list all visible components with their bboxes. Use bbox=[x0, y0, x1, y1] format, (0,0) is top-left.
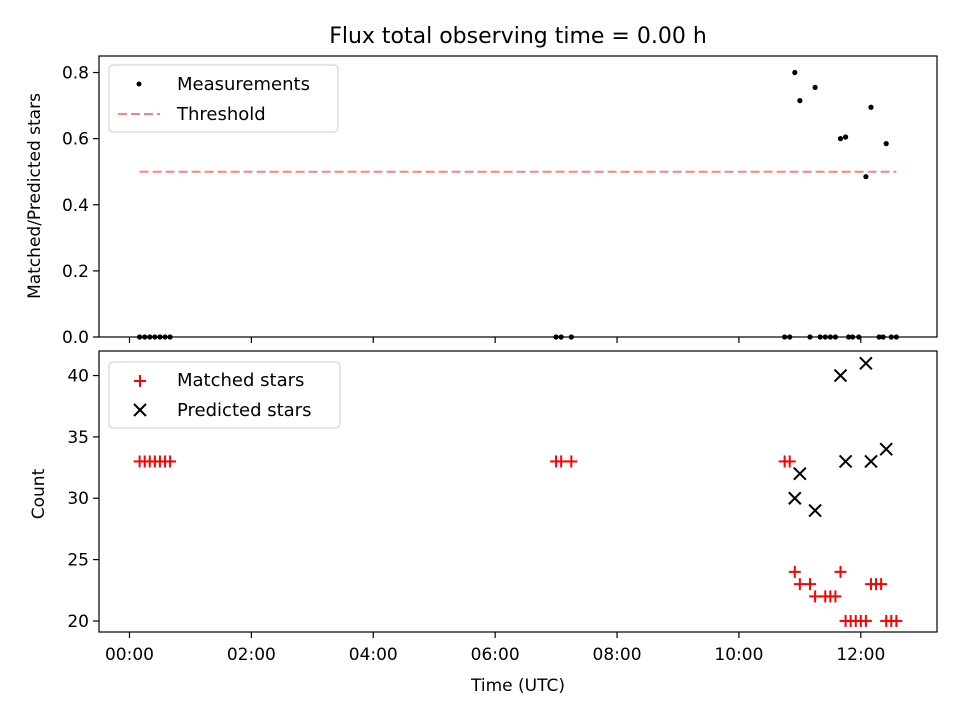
matched-star-marker bbox=[164, 455, 177, 468]
chart-title: Flux total observing time = 0.00 h bbox=[329, 24, 707, 49]
legend-threshold-label: Threshold bbox=[176, 104, 266, 125]
measurement-point bbox=[817, 334, 823, 340]
predicted-star-marker bbox=[879, 442, 893, 456]
bottom-y-ticks: 20 25 30 35 40 bbox=[67, 367, 99, 632]
measurement-point bbox=[147, 334, 153, 340]
bottom-x-ticks: 00:00 02:00 04:00 06:00 08:00 10:00 12:00 bbox=[105, 632, 885, 665]
x-axis-label: Time (UTC) bbox=[470, 676, 565, 696]
predicted-star-marker bbox=[838, 454, 853, 469]
predicted-star-marker bbox=[833, 368, 848, 383]
measurement-point bbox=[812, 84, 818, 91]
y-tick-label: 0.8 bbox=[62, 64, 89, 84]
measurement-point bbox=[553, 334, 559, 340]
x-tick-label: 02:00 bbox=[227, 645, 276, 665]
measurement-point bbox=[883, 141, 889, 147]
top-legend-box bbox=[108, 64, 339, 133]
legend-predicted-label: Predicted stars bbox=[177, 400, 311, 421]
matched-star-marker bbox=[783, 455, 796, 468]
measurement-point bbox=[863, 174, 869, 180]
bottom-axes: 20 25 30 35 40 00:00 02:00 04:00 06:00 08:00 10:0… bbox=[29, 350, 938, 696]
matched-star-marker bbox=[829, 590, 842, 603]
y-tick-label: 0.0 bbox=[62, 328, 89, 348]
top-y-axis-label: Matched/Predicted stars bbox=[25, 93, 45, 299]
x-tick-label: 00:00 bbox=[105, 645, 154, 665]
y-tick-label: 35 bbox=[67, 428, 89, 448]
measurement-point bbox=[850, 334, 856, 340]
legend-matched-marker bbox=[134, 375, 146, 387]
y-tick-label: 0.2 bbox=[62, 262, 89, 282]
legend-matched-label: Matched stars bbox=[177, 370, 304, 391]
bottom-plot-marks bbox=[133, 356, 903, 627]
predicted-star-marker bbox=[788, 491, 802, 505]
matched-star-marker bbox=[555, 455, 568, 468]
measurement-point bbox=[558, 334, 564, 340]
measurement-point bbox=[880, 334, 886, 340]
legend-measurements-marker bbox=[136, 81, 142, 87]
measurement-point bbox=[868, 104, 874, 110]
measurement-point bbox=[162, 334, 168, 340]
matched-star-marker bbox=[804, 578, 817, 591]
measurement-point bbox=[797, 98, 803, 104]
measurement-point bbox=[137, 334, 143, 340]
x-tick-label: 04:00 bbox=[349, 645, 398, 665]
top-axes: 0.00.20.40.60.8 Matched/Predicted stars … bbox=[25, 55, 938, 348]
matched-star-marker bbox=[875, 578, 888, 591]
legend-predicted-marker bbox=[133, 403, 147, 417]
measurement-point bbox=[782, 334, 788, 340]
x-tick-label: 12:00 bbox=[836, 645, 885, 665]
measurement-point bbox=[837, 136, 844, 142]
measurement-point bbox=[157, 334, 163, 340]
predicted-star-marker bbox=[793, 467, 807, 481]
measurement-point bbox=[876, 334, 882, 340]
matched-star-marker bbox=[890, 614, 903, 627]
measurement-point bbox=[167, 334, 173, 340]
bottom-plot-frame bbox=[98, 350, 938, 633]
top-y-ticks: 0.0 0.2 0.4 0.6 0.8 bbox=[62, 64, 99, 348]
measurement-point bbox=[846, 334, 852, 340]
legend-measurements-label: Measurements bbox=[177, 74, 310, 95]
measurement-point bbox=[822, 334, 828, 340]
y-tick-label: 25 bbox=[67, 551, 89, 571]
bottom-y-axis-label: Count bbox=[29, 468, 49, 519]
predicted-star-marker bbox=[808, 503, 822, 518]
measurement-point bbox=[807, 334, 813, 340]
measurement-point bbox=[792, 69, 798, 76]
y-tick-label: 0.4 bbox=[62, 196, 89, 216]
top-x-ticks bbox=[128, 337, 862, 343]
x-tick-label: 10:00 bbox=[714, 645, 763, 665]
predicted-star-marker bbox=[864, 454, 878, 469]
measurement-point bbox=[787, 334, 793, 340]
measurement-point bbox=[152, 334, 158, 340]
bottom-legend: Matched stars Predicted stars bbox=[108, 361, 341, 429]
predicted-star-marker bbox=[859, 356, 873, 370]
measurement-point bbox=[832, 334, 839, 340]
matched-star-marker bbox=[565, 455, 578, 468]
measurement-point bbox=[142, 334, 148, 340]
x-tick-label: 06:00 bbox=[471, 645, 520, 665]
matched-star-marker bbox=[793, 578, 806, 591]
top-legend: Measurements Threshold bbox=[108, 64, 339, 133]
measurement-point bbox=[842, 134, 849, 140]
measurement-point bbox=[893, 334, 899, 340]
measurement-point bbox=[568, 334, 574, 340]
measurement-point bbox=[856, 334, 862, 340]
matched-star-marker bbox=[834, 565, 847, 578]
matched-star-marker bbox=[788, 565, 801, 578]
x-tick-label: 08:00 bbox=[593, 645, 642, 665]
measurement-point bbox=[888, 334, 894, 340]
matched-star-marker bbox=[859, 614, 872, 627]
y-tick-label: 30 bbox=[67, 489, 89, 509]
y-tick-label: 0.6 bbox=[62, 130, 89, 150]
y-tick-label: 20 bbox=[67, 612, 89, 632]
top-plot-marks bbox=[137, 69, 899, 340]
top-plot-frame bbox=[98, 55, 938, 338]
matched-star-marker bbox=[809, 590, 822, 603]
measurement-point bbox=[827, 334, 833, 340]
y-tick-label: 40 bbox=[67, 367, 89, 387]
bottom-legend-box bbox=[108, 361, 341, 429]
